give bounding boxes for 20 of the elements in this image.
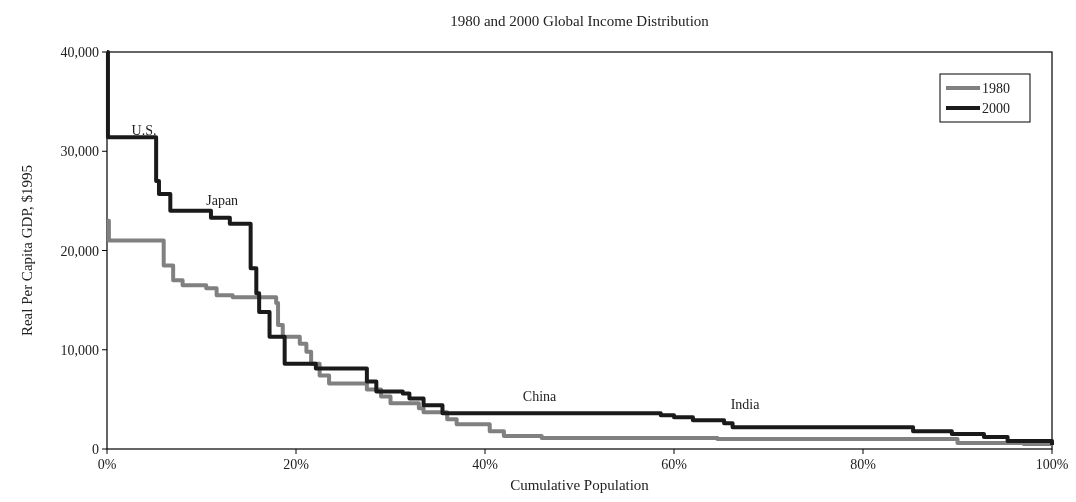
x-tick-label: 80% — [850, 457, 877, 472]
y-tick-label: 10,000 — [60, 342, 99, 358]
annotation: China — [522, 389, 558, 405]
y-tick-label: 0 — [92, 442, 99, 457]
y-tick-label: 20,000 — [60, 243, 99, 259]
x-tick-label: 0% — [97, 457, 117, 472]
y-axis-title: Real Per Capita GDP, $1995 — [19, 164, 35, 337]
x-axis-title: Cumulative Population — [510, 477, 650, 493]
y-tick-label: 40,000 — [60, 45, 99, 60]
x-tick-label: 40% — [472, 457, 499, 472]
y-tick-label: 30,000 — [60, 144, 99, 160]
x-tick-label: 20% — [283, 457, 310, 472]
annotation: U.S. — [131, 123, 157, 139]
annotation: India — [730, 397, 761, 413]
annotation: Japan — [206, 192, 239, 208]
x-tick-label: 100% — [1035, 457, 1069, 472]
chart-title: 1980 and 2000 Global Income Distribution — [450, 13, 710, 29]
legend-label: 1980 — [982, 81, 1010, 96]
legend-label: 2000 — [982, 101, 1010, 116]
x-tick-label: 60% — [661, 457, 688, 472]
